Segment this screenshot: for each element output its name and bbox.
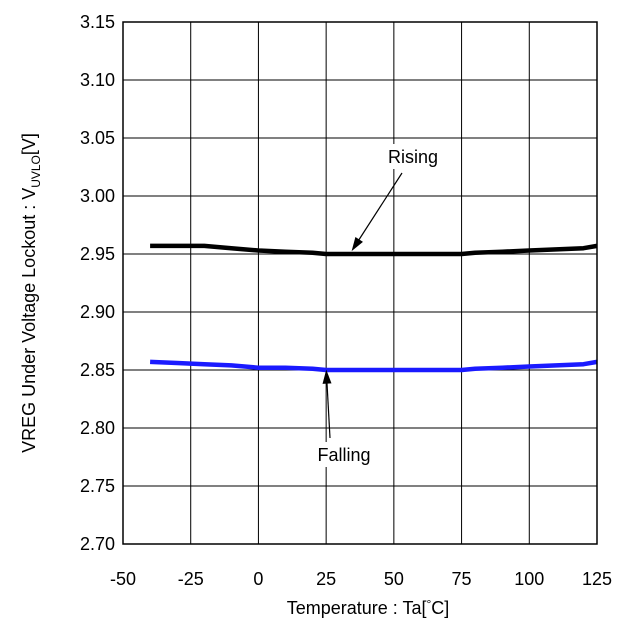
annotation-arrow-line: [356, 172, 403, 244]
y-tick-label: 3.10: [80, 70, 115, 90]
x-axis-title-main: Temperature : Ta[: [287, 598, 427, 618]
series-line-rising: [150, 243, 598, 257]
y-axis-title-end: [V]: [19, 133, 39, 155]
y-tick-label: 2.95: [80, 244, 115, 264]
annotation-arrow-line: [326, 379, 331, 439]
x-tick-labels: -50 -25 0 25 50 75 100 125: [110, 569, 612, 589]
y-axis-title-sub: UVLO: [29, 155, 43, 188]
y-axis-title-main: VREG Under Voltage Lockout : V: [19, 188, 39, 453]
x-tick-label: 50: [384, 569, 404, 589]
x-tick-label: 75: [452, 569, 472, 589]
annotation-label-bg: [308, 442, 380, 467]
y-axis-title: VREG Under Voltage Lockout : VUVLO[V]: [19, 133, 43, 453]
series-layer: [150, 243, 598, 373]
x-axis-title-end: C]: [431, 598, 449, 618]
y-tick-label: 2.90: [80, 302, 115, 322]
x-tick-label: -50: [110, 569, 136, 589]
series-line-falling: [150, 359, 598, 373]
x-axis-title-degree: °: [426, 597, 431, 611]
annotation-label-rising: Rising: [388, 147, 438, 167]
y-tick-label: 3.15: [80, 12, 115, 32]
y-tick-label: 2.80: [80, 418, 115, 438]
x-tick-label: -25: [178, 569, 204, 589]
x-tick-label: 100: [514, 569, 544, 589]
y-tick-label: 2.85: [80, 360, 115, 380]
y-tick-label: 2.75: [80, 476, 115, 496]
x-tick-label: 125: [582, 569, 612, 589]
x-tick-label: 0: [253, 569, 263, 589]
annotation-label-falling: Falling: [317, 445, 370, 465]
x-axis-title: Temperature : Ta[°C]: [287, 597, 450, 618]
annotation-arrow-head: [322, 369, 332, 384]
plot-frame: [122, 21, 598, 545]
y-tick-label: 3.00: [80, 186, 115, 206]
y-tick-label: 2.70: [80, 534, 115, 554]
x-tick-label: 25: [316, 569, 336, 589]
annotation-arrow-head: [351, 236, 363, 252]
annotations: Rising Falling: [308, 144, 449, 467]
y-tick-label: 3.05: [80, 128, 115, 148]
annotation-label-bg: [377, 144, 449, 169]
y-tick-labels: 2.70 2.75 2.80 2.85 2.90 2.95 3.00 3.05 3.10 3.15: [80, 12, 115, 554]
